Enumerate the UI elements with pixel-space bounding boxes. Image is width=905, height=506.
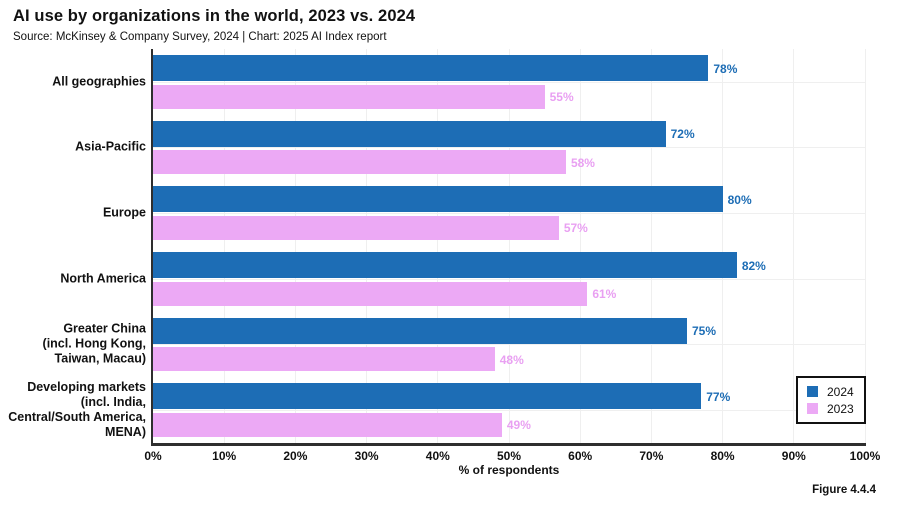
category-label: All geographies (0, 74, 146, 89)
legend-swatch-2023 (807, 403, 818, 414)
category-label: Developing markets (incl. India, Central/S… (0, 380, 146, 440)
x-axis-label: % of respondents (458, 463, 560, 477)
bar-value-label-2024: 80% (727, 192, 752, 207)
bar-2023 (153, 347, 495, 372)
bar-2024 (153, 186, 723, 213)
bar-value-label-2024: 77% (706, 389, 731, 404)
x-tick-label: 100% (849, 449, 881, 463)
category-label-line: Asia-Pacific (75, 139, 146, 154)
gridline-horizontal (153, 278, 865, 280)
bar-2023 (153, 150, 566, 175)
gridline-vertical (223, 49, 225, 443)
category-label-line: Taiwan, Macau) (54, 351, 146, 366)
legend-swatch-2024 (807, 386, 818, 397)
x-axis-line (151, 443, 866, 446)
bar-value-label-2024: 72% (670, 127, 695, 142)
gridline-horizontal (153, 212, 865, 214)
category-label-line: Central/South America, (8, 409, 146, 424)
gridline-vertical (793, 49, 795, 443)
y-axis-spine (151, 49, 153, 445)
bar-2023 (153, 84, 545, 109)
x-tick-label: 70% (639, 449, 664, 463)
bar-value-label-2024: 75% (692, 324, 717, 339)
bar-value-label-2023: 58% (570, 155, 595, 170)
gridline-vertical (650, 49, 652, 443)
category-label-line: North America (60, 271, 146, 285)
category-label: North America (0, 271, 146, 286)
x-tick-label: 90% (781, 449, 806, 463)
gridline-vertical (508, 49, 510, 443)
gridline-vertical (579, 49, 581, 443)
bar-2023 (153, 281, 588, 306)
plot-area: 78% 55% 72% 58% 80% 57% 82% 61% 75% 48% 77% 49% (153, 49, 866, 443)
category-label-line: Greater China (63, 321, 146, 336)
gridline-horizontal (153, 344, 865, 346)
x-tick-label: 20% (283, 449, 308, 463)
bar-2024 (153, 252, 737, 278)
x-tick-label: 30% (354, 449, 379, 463)
gridline-vertical (722, 49, 724, 443)
gridline-horizontal (153, 409, 865, 411)
bar-value-label-2024: 82% (741, 258, 766, 273)
bar-2024 (153, 317, 687, 344)
gridline-vertical (294, 49, 296, 443)
gridline-horizontal (153, 147, 865, 149)
x-tick-label: 0% (144, 449, 162, 463)
category-label-line: (incl. Hong Kong, (42, 336, 146, 351)
category-labels: All geographies Asia-Pacific Europe North A… (0, 49, 146, 443)
bar-value-label-2023: 48% (499, 352, 524, 367)
bar-value-label-2023: 49% (506, 418, 531, 433)
gridline-vertical (366, 49, 368, 443)
gridline-vertical (864, 49, 866, 443)
bar-2024 (153, 383, 702, 410)
gridline-horizontal (153, 81, 865, 83)
x-tick-label: 60% (568, 449, 593, 463)
category-label: Europe (0, 205, 146, 220)
bar-2024 (153, 120, 666, 147)
legend-label: 2023 (827, 401, 854, 416)
bar-value-label-2024: 78% (713, 61, 738, 76)
category-label-line: Developing markets (27, 379, 146, 394)
legend-item-2023: 2023 (807, 402, 855, 416)
chart-subtitle: Source: McKinsey & Company Survey, 2024 … (13, 31, 387, 43)
bar-2024 (153, 55, 709, 81)
x-tick-label: 80% (710, 449, 735, 463)
category-label-line: MENA) (105, 424, 146, 439)
gridline-vertical (437, 49, 439, 443)
bar-value-label-2023: 57% (563, 221, 588, 236)
legend-label: 2024 (827, 384, 854, 399)
x-tick-label: 50% (496, 449, 522, 463)
bar-value-label-2023: 55% (549, 90, 574, 104)
category-label-line: All geographies (52, 74, 146, 88)
category-label: Asia-Pacific (0, 140, 146, 155)
category-label-line: Europe (102, 205, 146, 220)
category-label: Greater China (incl. Hong Kong, Taiwan, Ma… (0, 322, 146, 367)
legend-item-2024: 2024 (807, 385, 855, 399)
bar-2023 (153, 215, 559, 240)
bar-value-label-2023: 61% (592, 287, 617, 301)
x-tick-label: 40% (425, 449, 450, 463)
bar-2023 (153, 412, 502, 437)
x-tick-label: 10% (212, 449, 237, 463)
legend: 2024 2023 (796, 376, 866, 424)
category-label-line: (incl. India, (80, 394, 146, 409)
figure-number-label: Figure 4.4.4 (812, 484, 876, 496)
chart-title: AI use by organizations in the world, 20… (13, 7, 416, 25)
